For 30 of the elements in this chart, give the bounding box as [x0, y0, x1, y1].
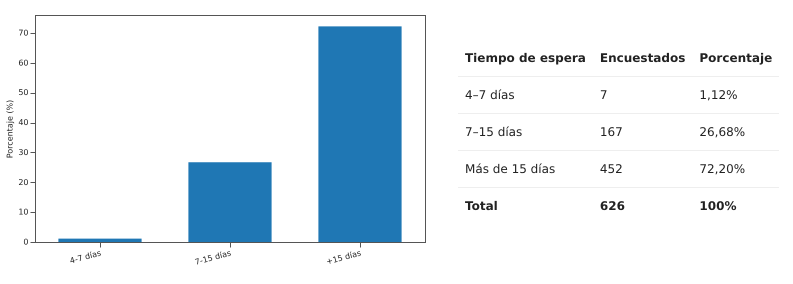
text: 100%: [698, 198, 738, 215]
text: Tiempo de espera: [458, 40, 593, 76]
x-tick-label: 7-15 días: [194, 248, 232, 267]
bar: [58, 238, 142, 242]
text: 4–7 días: [458, 76, 593, 114]
text: 626: [598, 198, 626, 215]
y-tick-label: 10: [18, 208, 28, 217]
y-tick-label: 60: [18, 58, 28, 68]
x-tick-label: 4-7 días: [68, 248, 102, 266]
text: Más de 15 días: [458, 150, 593, 188]
y-tick-label: 70: [18, 28, 28, 38]
text: 1,12%: [692, 76, 780, 114]
text: 452: [592, 150, 692, 188]
text: 7: [592, 76, 692, 114]
y-tick-label: 30: [18, 148, 28, 157]
text: Total: [464, 198, 499, 215]
y-tick-label: 40: [18, 118, 28, 128]
bar: [318, 26, 402, 242]
y-axis-title: Porcentaje (%): [5, 100, 14, 158]
x-tick-label: +15 días: [325, 248, 362, 266]
text: Porcentaje: [692, 40, 780, 76]
text: Encuestados: [592, 40, 692, 76]
y-tick-label: 50: [18, 88, 28, 98]
y-tick-label: 0: [23, 238, 28, 246]
y-tick-label: 20: [18, 178, 28, 187]
bar: [188, 162, 272, 242]
text: 7–15 días: [458, 114, 593, 150]
text: 167: [592, 114, 692, 150]
text: 26,68%: [692, 114, 780, 150]
text: 72,20%: [692, 150, 780, 188]
